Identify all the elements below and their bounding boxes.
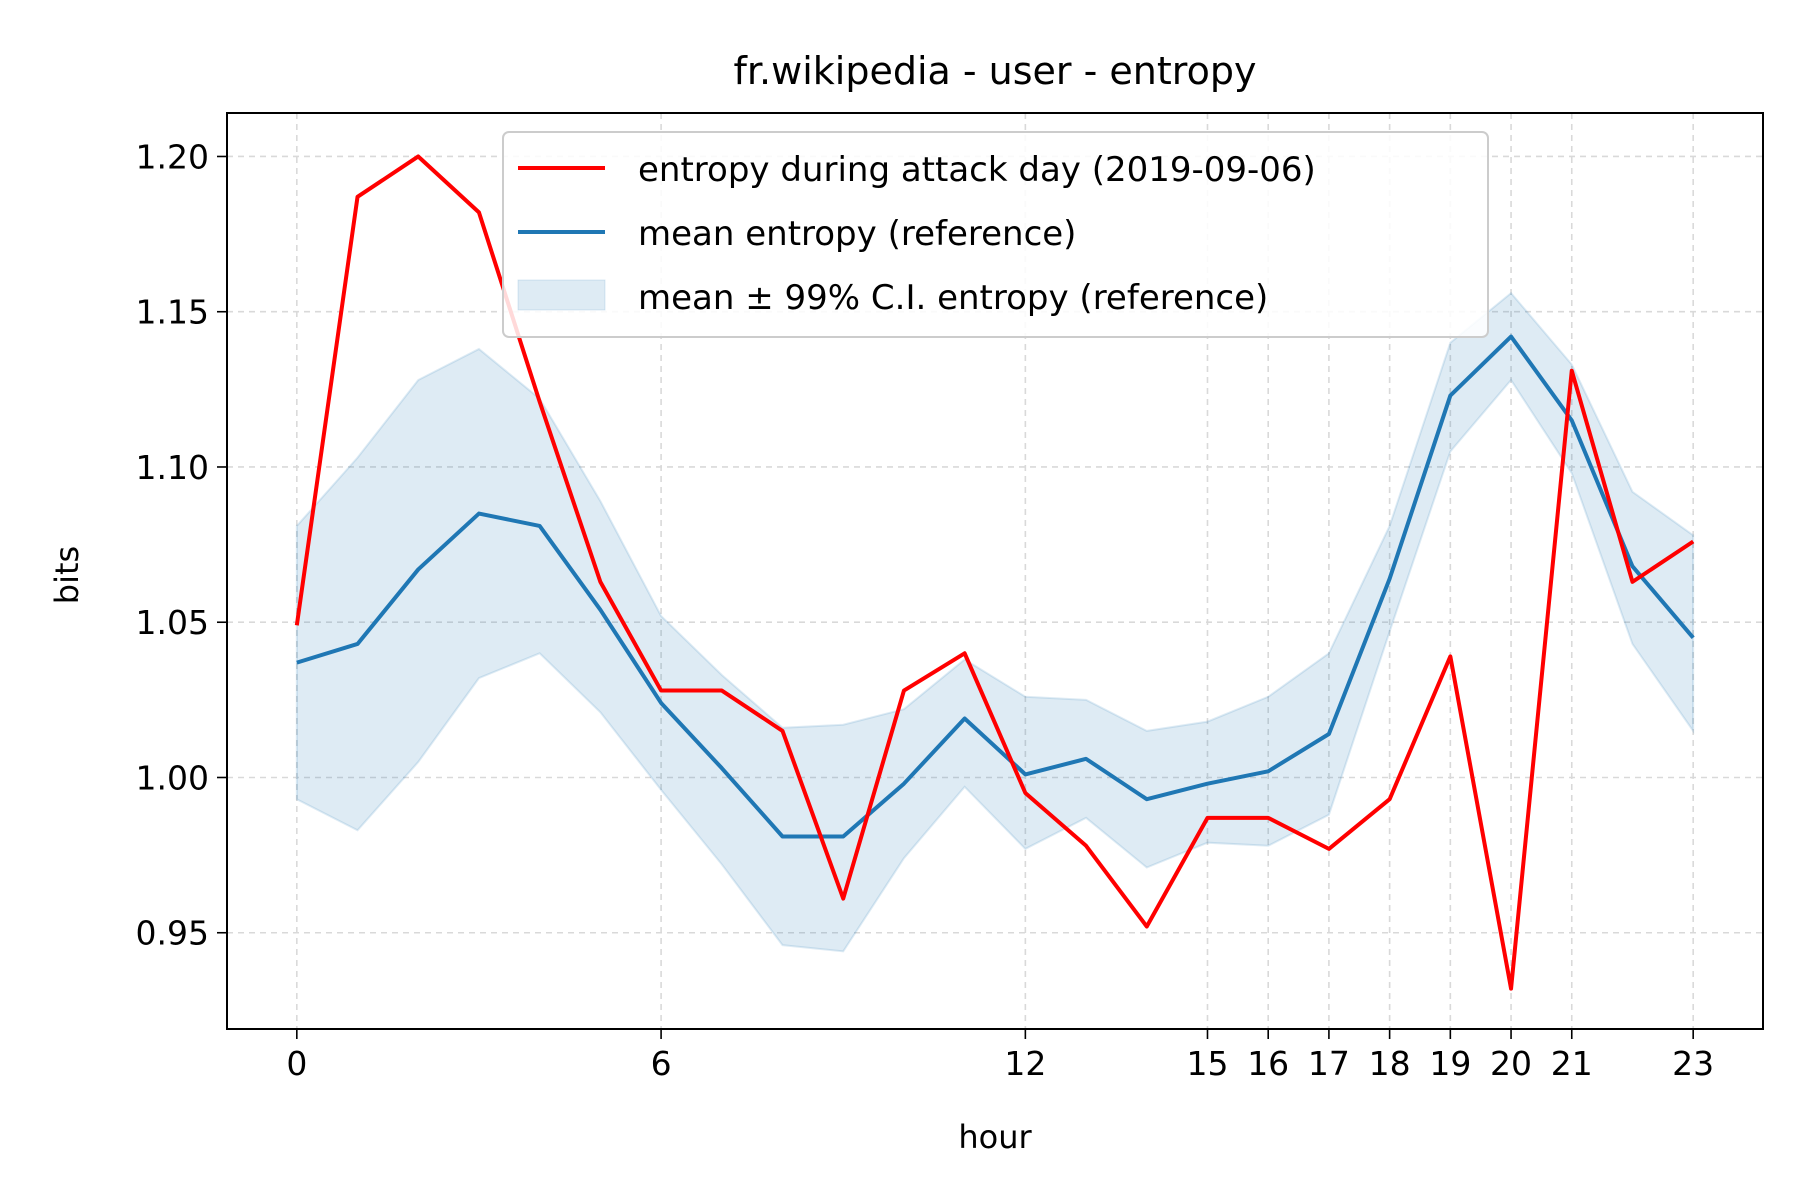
legend-box [502,131,1489,338]
y-axis-label: bits [48,546,86,604]
y-tick-label: 1.15 [136,293,209,332]
x-tick-label: 15 [1186,1044,1228,1083]
mean-entropy-line [296,334,1695,839]
x-tick-label: 0 [286,1044,307,1083]
legend: entropy during attack day (2019-09-06) m… [502,131,1489,338]
y-tick-label: 1.20 [136,137,209,176]
confidence-band [295,291,1695,953]
series-lines [294,154,1695,991]
y-tick-label: 0.95 [136,914,209,953]
x-tick-label: 18 [1369,1044,1411,1083]
grid [227,113,1763,1029]
x-axis-label: hour [958,1118,1032,1156]
legend-swatch-band [517,279,606,311]
x-tick-label: 21 [1551,1044,1593,1083]
x-tick-label: 6 [651,1044,672,1083]
y-tick-label: 1.00 [136,758,209,797]
y-tick-label: 1.05 [136,603,209,642]
x-tick-label: 20 [1490,1044,1532,1083]
plot-area-frame [226,112,1764,1030]
attack-day-line [294,154,1695,991]
chart-title: fr.wikipedia - user - entropy [734,49,1257,93]
y-tick-label: 1.10 [136,448,209,487]
ci-band-area [295,291,1695,953]
legend-label-band: mean ± 99% C.I. entropy (reference) [638,278,1268,318]
x-tick-label: 23 [1672,1044,1714,1083]
x-tick-label: 17 [1308,1044,1350,1083]
legend-label-attack: entropy during attack day (2019-09-06) [638,150,1316,190]
x-tick-label: 19 [1429,1044,1471,1083]
legend-label-mean: mean entropy (reference) [638,214,1076,254]
axis-ticks: 0 6 12 15 16 17 18 19 20 21 23 0.95 1.00 1.05 1.10 1.15… [136,137,1715,1083]
x-tick-label: 12 [1004,1044,1046,1083]
x-tick-label: 16 [1247,1044,1289,1083]
